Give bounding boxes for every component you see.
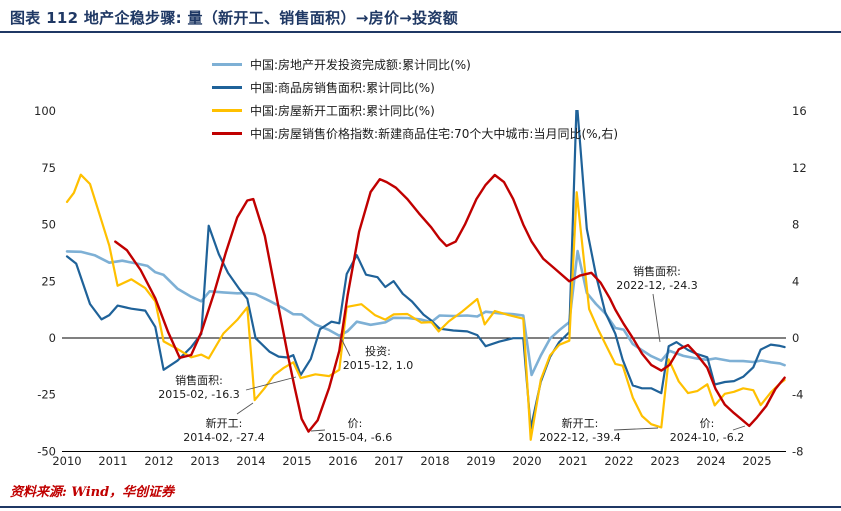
annotation-line2: 2014-02, -27.4 xyxy=(183,431,264,444)
legend-swatch-investment xyxy=(212,63,242,66)
x-axis-tick: 2019 xyxy=(466,454,495,468)
annotation-line2: 2022-12, -39.4 xyxy=(539,431,620,444)
legend-label-price-index: 中国:房屋销售价格指数:新建商品住宅:70个大中城市:当月同比(%,右) xyxy=(250,127,619,141)
y-axis-right-tick: 16 xyxy=(792,104,807,118)
annotation-line1: 新开工: xyxy=(562,416,599,430)
x-axis-tick: 2014 xyxy=(236,454,265,468)
x-axis-tick: 2018 xyxy=(420,454,449,468)
annotation-line2: 2015-12, 1.0 xyxy=(343,359,413,372)
y-axis-left-tick: 25 xyxy=(41,274,56,288)
x-axis-tick: 2017 xyxy=(374,454,403,468)
x-axis-tick: 2021 xyxy=(558,454,587,468)
legend-item-sales-area: 中国:商品房销售面积:累计同比(%) xyxy=(212,76,618,99)
x-axis-tick: 2022 xyxy=(604,454,633,468)
bottom-divider xyxy=(0,506,841,508)
y-axis-right-tick: 4 xyxy=(792,274,799,288)
legend-item-investment: 中国:房地产开发投资完成额:累计同比(%) xyxy=(212,53,618,76)
annotation-sales-2022: 销售面积: 2022-12, -24.3 xyxy=(616,264,697,292)
y-axis-right-tick: 8 xyxy=(792,218,799,232)
figure-title: 图表 112 地产企稳步骤: 量（新开工、销售面积）→房价→投资额 xyxy=(10,9,459,27)
series-price-index xyxy=(114,173,786,433)
annotation-leader-starts-2014 xyxy=(236,402,254,415)
y-axis-left-tick: -50 xyxy=(37,444,56,458)
annotation-line1: 销售面积: xyxy=(633,264,681,278)
y-axis-left-tick: 100 xyxy=(34,104,56,118)
annotation-line1: 价: xyxy=(348,417,363,430)
x-axis-tick: 2012 xyxy=(144,454,173,468)
annotation-price-2015: 价: 2015-04, -6.6 xyxy=(318,417,392,444)
x-axis-tick: 2024 xyxy=(696,454,725,468)
y-axis-left-tick: 0 xyxy=(49,331,56,345)
x-axis-tick: 2025 xyxy=(742,454,771,468)
annotation-line2: 2024-10, -6.2 xyxy=(670,431,744,444)
legend-swatch-sales-area xyxy=(212,86,242,89)
x-axis-tick: 2015 xyxy=(282,454,311,468)
x-axis-tick: 2011 xyxy=(98,454,127,468)
legend-label-investment: 中国:房地产开发投资完成额:累计同比(%) xyxy=(250,58,471,72)
annotation-line1: 销售面积: xyxy=(175,373,223,387)
annotation-leader-starts-2022 xyxy=(613,427,659,431)
legend-swatch-price-index xyxy=(212,132,242,135)
x-axis-tick: 2016 xyxy=(328,454,357,468)
x-axis-tick: 2020 xyxy=(512,454,541,468)
annotation-invest-2015: 投资: 2015-12, 1.0 xyxy=(343,344,413,372)
legend-swatch-new-starts xyxy=(212,109,242,112)
annotation-line2: 2015-04, -6.6 xyxy=(318,431,392,444)
chart-legend: 中国:房地产开发投资完成额:累计同比(%) 中国:商品房销售面积:累计同比(%) 中… xyxy=(212,53,618,145)
source-note: 资料来源: Wind，华创证券 xyxy=(10,485,175,500)
annotation-line1: 投资: xyxy=(365,344,391,358)
annotation-line2: 2015-02, -16.3 xyxy=(158,388,239,401)
annotation-leader-price-2024 xyxy=(732,425,746,431)
x-axis-tick: 2023 xyxy=(650,454,679,468)
annotation-sales-2015: 销售面积: 2015-02, -16.3 xyxy=(158,373,239,401)
y-axis-left-tick: 75 xyxy=(41,161,56,175)
x-axis-tick: 2010 xyxy=(52,454,81,468)
x-axis-tick: 2013 xyxy=(190,454,219,468)
annotation-starts-2014: 新开工: 2014-02, -27.4 xyxy=(183,416,264,444)
legend-item-price-index: 中国:房屋销售价格指数:新建商品住宅:70个大中城市:当月同比(%,右) xyxy=(212,122,618,145)
series-group xyxy=(65,110,786,441)
annotation-leader-sales-2015 xyxy=(245,376,297,391)
y-axis-right-tick: -4 xyxy=(792,388,803,402)
legend-item-new-starts: 中国:房屋新开工面积:累计同比(%) xyxy=(212,99,618,122)
annotation-leader-sales-2022 xyxy=(652,293,661,343)
annotation-starts-2022: 新开工: 2022-12, -39.4 xyxy=(539,416,620,444)
annotation-line1: 价: xyxy=(700,417,715,430)
annotation-leader-price-2015 xyxy=(310,429,326,432)
y-axis-left-tick: -25 xyxy=(37,388,56,402)
legend-label-new-starts: 中国:房屋新开工面积:累计同比(%) xyxy=(250,104,435,118)
legend-label-sales-area: 中国:商品房销售面积:累计同比(%) xyxy=(250,81,435,95)
y-axis-right-tick: 12 xyxy=(792,161,807,175)
series-investment xyxy=(65,249,786,377)
y-axis-right-tick: -8 xyxy=(792,444,803,458)
annotation-price-2024: 价: 2024-10, -6.2 xyxy=(670,417,744,444)
annotation-line1: 新开工: xyxy=(206,416,243,430)
y-axis-left-tick: 50 xyxy=(41,218,56,232)
annotation-leader-invest-2015 xyxy=(340,337,351,357)
annotation-line2: 2022-12, -24.3 xyxy=(616,279,697,292)
y-axis-right-tick: 0 xyxy=(792,331,799,345)
series-sales-area xyxy=(65,110,786,430)
title-divider xyxy=(0,31,841,33)
